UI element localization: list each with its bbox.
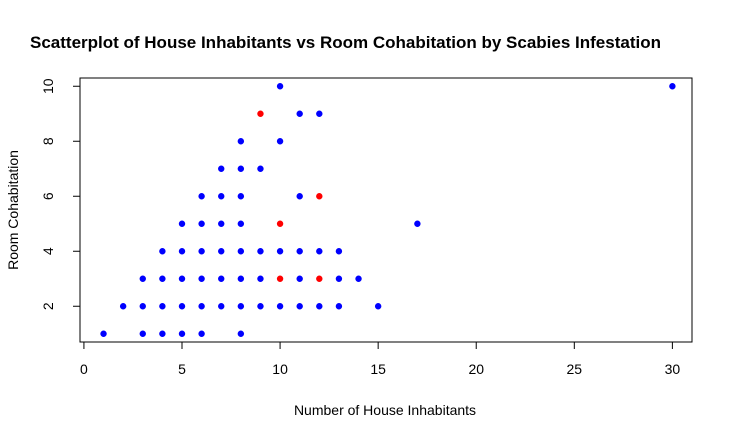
data-point bbox=[257, 165, 264, 172]
data-point bbox=[296, 275, 303, 282]
y-tick-label: 8 bbox=[40, 137, 56, 145]
x-axis: 0 5 10 15 20 25 30 bbox=[80, 341, 681, 377]
data-point bbox=[198, 193, 205, 200]
chart-title: Scatterplot of House Inhabitants vs Room… bbox=[30, 33, 661, 52]
y-axis: 2 4 6 8 10 bbox=[40, 78, 81, 310]
data-point bbox=[119, 303, 127, 310]
data-point bbox=[237, 220, 245, 227]
data-point bbox=[316, 110, 323, 117]
data-point bbox=[257, 303, 264, 310]
data-point bbox=[139, 330, 146, 337]
data-point bbox=[276, 248, 284, 255]
data-point bbox=[414, 220, 421, 227]
data-point bbox=[669, 83, 676, 90]
data-point bbox=[100, 330, 107, 337]
data-point bbox=[218, 165, 225, 172]
x-tick-label: 30 bbox=[665, 361, 681, 377]
data-point bbox=[316, 193, 323, 200]
data-point bbox=[296, 110, 303, 117]
x-axis-label: Number of House Inhabitants bbox=[294, 402, 476, 418]
data-point bbox=[257, 275, 264, 282]
x-tick-label: 10 bbox=[272, 361, 288, 377]
data-point bbox=[296, 303, 303, 310]
data-point bbox=[316, 248, 323, 255]
data-point bbox=[335, 248, 343, 255]
data-point bbox=[159, 248, 166, 255]
data-point bbox=[374, 303, 382, 310]
data-points bbox=[100, 83, 676, 337]
data-point bbox=[198, 275, 205, 282]
data-point bbox=[237, 193, 245, 200]
data-point bbox=[237, 248, 245, 255]
data-point bbox=[159, 330, 166, 337]
data-point bbox=[198, 303, 205, 310]
data-point bbox=[218, 275, 225, 282]
data-point bbox=[276, 138, 284, 145]
data-point bbox=[178, 303, 186, 310]
data-point bbox=[355, 275, 362, 282]
data-point bbox=[316, 303, 323, 310]
data-point bbox=[198, 330, 205, 337]
data-point bbox=[237, 330, 245, 337]
data-point bbox=[218, 303, 225, 310]
data-point bbox=[276, 83, 284, 90]
data-point bbox=[237, 138, 245, 145]
data-point bbox=[257, 248, 264, 255]
y-tick-label: 4 bbox=[40, 247, 56, 255]
data-point bbox=[237, 165, 245, 172]
data-point bbox=[139, 275, 146, 282]
x-tick-label: 25 bbox=[567, 361, 583, 377]
data-point bbox=[296, 248, 303, 255]
data-point bbox=[159, 275, 166, 282]
data-point bbox=[276, 220, 284, 227]
data-point bbox=[178, 330, 186, 337]
data-point bbox=[218, 220, 225, 227]
data-point bbox=[276, 303, 284, 310]
x-tick-label: 15 bbox=[370, 361, 386, 377]
data-point bbox=[198, 220, 205, 227]
x-tick-label: 0 bbox=[80, 361, 88, 377]
data-point bbox=[237, 303, 245, 310]
y-tick-label: 6 bbox=[40, 192, 56, 200]
plot-frame bbox=[79, 77, 693, 343]
x-tick-label: 20 bbox=[468, 361, 484, 377]
y-tick-label: 2 bbox=[40, 302, 56, 310]
data-point bbox=[139, 303, 146, 310]
y-tick-label: 10 bbox=[40, 78, 56, 94]
x-tick-label: 5 bbox=[178, 361, 186, 377]
data-point bbox=[218, 193, 225, 200]
data-point bbox=[237, 275, 245, 282]
data-point bbox=[335, 275, 343, 282]
data-point bbox=[178, 275, 186, 282]
data-point bbox=[335, 303, 343, 310]
y-axis-label: Room Cohabitation bbox=[5, 150, 21, 270]
data-point bbox=[178, 220, 186, 227]
data-point bbox=[159, 303, 166, 310]
data-point bbox=[316, 275, 323, 282]
data-point bbox=[296, 193, 303, 200]
data-point bbox=[198, 248, 205, 255]
data-point bbox=[276, 275, 284, 282]
data-point bbox=[218, 248, 225, 255]
data-point bbox=[257, 110, 264, 117]
data-point bbox=[178, 248, 186, 255]
